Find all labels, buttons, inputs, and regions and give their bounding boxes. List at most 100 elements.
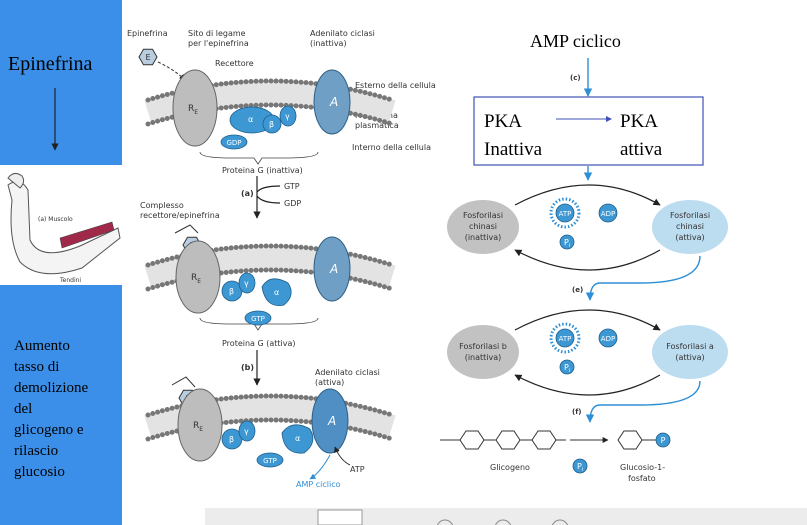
pi-sub: i: [569, 243, 570, 249]
label: Proteina G (attiva): [222, 339, 296, 348]
enzyme-label: (attiva): [675, 233, 704, 242]
label: AMP ciclico: [296, 480, 341, 489]
effect-line: rilascio: [14, 443, 58, 459]
glycogen-chain: [440, 430, 656, 450]
enzyme-label: Fosforilasi b: [459, 342, 507, 351]
toolbar-icon[interactable]: [495, 519, 511, 525]
effect-line: del: [14, 401, 32, 417]
pi-sub: i: [582, 467, 583, 473]
cycle: Fosforilasi chinasi (inattiva) Fosforila…: [447, 184, 728, 271]
atp-label: ATP: [559, 210, 572, 218]
label: ATP: [350, 465, 365, 474]
effect-line: Aumento: [14, 338, 70, 354]
label: fosfato: [628, 474, 656, 483]
nucleotide-label: GDP: [226, 139, 241, 147]
pi-letter: P: [577, 462, 582, 471]
side-arrows: [256, 185, 281, 204]
effect-line: glucosio: [14, 464, 65, 480]
left-bottom-panel: [0, 285, 122, 525]
adp-label: ADP: [601, 335, 615, 343]
gamma-label: γ: [285, 112, 290, 121]
cyclase-label: A: [329, 95, 338, 109]
alpha-label: α: [248, 115, 253, 124]
step-arrow: [585, 380, 701, 423]
label: recettore/epinefrina: [140, 211, 220, 220]
figure-label: Tendini: [59, 277, 81, 284]
step-label: (c): [570, 74, 581, 82]
receptor-sub: E: [197, 278, 201, 285]
phosphate: [655, 432, 671, 448]
toolbar-icon[interactable]: [437, 519, 453, 525]
enzyme-label: Fosforilasi: [670, 211, 710, 220]
label: (a): [241, 189, 254, 198]
label: Esterno della cellula: [355, 81, 436, 90]
receptor-sub: E: [199, 426, 203, 433]
receptor-label: RE: [188, 104, 198, 116]
enzyme-label: chinasi: [676, 222, 704, 231]
pi-label: Pi: [564, 238, 570, 249]
beta-label: β: [229, 287, 234, 296]
label: Sito di legame: [188, 29, 246, 38]
label: Epinefrina: [127, 29, 168, 38]
title: AMP ciclico: [530, 31, 621, 51]
enzyme-label: (inattiva): [465, 233, 502, 242]
label: Proteina G (inattiva): [222, 166, 303, 175]
membrane-diagram: E RE β γ α GTP A: [144, 224, 396, 326]
figure-label: (a) Muscolo: [38, 216, 73, 223]
pi-letter: P: [564, 238, 569, 247]
pi-label: Pi: [564, 363, 570, 374]
adp-label: ADP: [601, 210, 615, 218]
nucleotide-label: GTP: [263, 457, 277, 465]
pka-label: PKA: [620, 111, 658, 132]
cyclase-label: A: [329, 262, 338, 276]
left-top-panel: [0, 0, 122, 165]
pi-letter: P: [564, 363, 569, 372]
pi-label: Pi: [577, 462, 583, 473]
label: (b): [241, 363, 254, 372]
enzyme-label: (attiva): [675, 353, 704, 362]
nucleotide-label: GTP: [251, 315, 265, 323]
label: Glucosio-1-: [620, 463, 665, 472]
pka-box: [473, 96, 704, 166]
atp-label: ATP: [559, 335, 572, 343]
effect-line: glicogeno e: [14, 422, 84, 438]
membrane-diagram: E RE α β γ GDP A: [138, 48, 396, 150]
receptor-letter: R: [188, 104, 194, 114]
beta-label: β: [229, 435, 234, 444]
pka-label: Inattiva: [484, 139, 543, 160]
effect-line: tasso di: [14, 359, 59, 375]
label: Interno della cellula: [352, 143, 431, 152]
label: Adenilato ciclasi: [310, 29, 375, 38]
pka-label: PKA: [484, 111, 522, 132]
label: plasmatica: [355, 121, 399, 130]
phosphate: [572, 458, 588, 474]
pka-arrowhead: [606, 116, 612, 122]
label: Recettore: [215, 59, 254, 68]
left-title: Epinefrina: [8, 53, 93, 75]
alpha-label: α: [274, 288, 279, 297]
membrane-diagram: E RE β γ α GTP A: [144, 376, 396, 480]
label: (attiva): [315, 378, 344, 387]
enzyme-label: Fosforilasi: [463, 211, 503, 220]
toolbar-button[interactable]: [317, 509, 363, 525]
label: GDP: [284, 199, 301, 208]
ligand-label: E: [145, 53, 150, 62]
toolbar: [205, 508, 807, 525]
alpha-label: α: [295, 434, 300, 443]
cycle: Fosforilasi b (inattiva) Fosforilasi a (…: [447, 309, 728, 396]
receptor-sub: E: [194, 109, 198, 116]
beta-label: β: [269, 120, 274, 129]
phosphate-label: P: [661, 436, 666, 445]
enzyme-label: Fosforilasi a: [666, 342, 714, 351]
enzyme-label: (inattiva): [465, 353, 502, 362]
label: Complesso: [140, 201, 184, 210]
brace: [199, 151, 319, 165]
gamma-label: γ: [244, 427, 249, 436]
label: GTP: [284, 182, 300, 191]
toolbar-icon[interactable]: [552, 519, 568, 525]
pi-sub: i: [569, 368, 570, 374]
effect-line: demolizione: [14, 380, 88, 396]
label: Adenilato ciclasi: [315, 368, 380, 377]
